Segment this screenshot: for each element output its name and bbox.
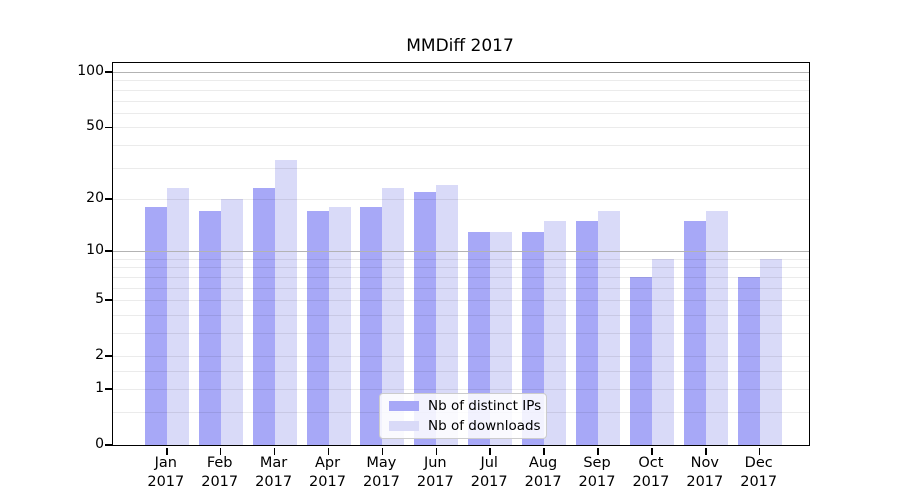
x-tick-mark-jan bbox=[166, 448, 168, 455]
bar-oct-s0 bbox=[629, 276, 652, 445]
x-tick-label-jan: Jan 2017 bbox=[147, 455, 185, 490]
bar-aug-s0 bbox=[522, 231, 545, 445]
bar-jul-s0 bbox=[468, 231, 491, 445]
gridline-30 bbox=[113, 167, 809, 169]
y-tick-mark-1 bbox=[104, 388, 112, 390]
bar-sep-s0 bbox=[576, 220, 598, 445]
gridline-60 bbox=[113, 112, 809, 114]
bar-nov-s1 bbox=[705, 211, 728, 445]
x-tick-mark-feb bbox=[219, 448, 222, 455]
gridline-10 bbox=[113, 251, 809, 253]
gridline-2 bbox=[113, 356, 809, 358]
x-tick-label-jul: Jul 2017 bbox=[470, 455, 508, 490]
x-tick-mark-dec bbox=[758, 448, 761, 455]
y-tick-label-20: 20 bbox=[86, 189, 104, 206]
bar-aug-s1 bbox=[544, 220, 567, 445]
legend-label-downloads: Nb of downloads bbox=[428, 418, 541, 434]
x-tick-mark-may bbox=[381, 448, 384, 455]
gridline-40 bbox=[113, 144, 809, 146]
gridline-8 bbox=[113, 267, 809, 269]
gridline-20 bbox=[113, 198, 809, 200]
gridline-100 bbox=[113, 72, 809, 74]
bar-feb-s1 bbox=[220, 199, 243, 445]
y-tick-mark-100 bbox=[104, 71, 112, 73]
plot-area: Nb of distinct IPs Nb of downloads bbox=[104, 62, 810, 455]
gridline-4 bbox=[113, 314, 809, 316]
bar-may-s1 bbox=[382, 188, 405, 445]
x-tick-label-aug: Aug 2017 bbox=[524, 455, 562, 490]
bar-feb-s0 bbox=[198, 211, 221, 445]
bar-apr-s0 bbox=[306, 211, 329, 445]
y-tick-label-100: 100 bbox=[77, 63, 104, 80]
x-tick-mark-jun bbox=[435, 448, 438, 455]
x-tick-label-dec: Dec 2017 bbox=[740, 455, 778, 490]
bar-mar-s0 bbox=[252, 188, 275, 445]
bar-mar-s1 bbox=[274, 160, 297, 445]
gridline-1.5 bbox=[113, 370, 809, 372]
legend-entry-distinct-ips: Nb of distinct IPs bbox=[380, 398, 546, 414]
y-tick-label-50: 50 bbox=[86, 118, 104, 135]
y-tick-mark-2 bbox=[104, 355, 112, 357]
gridline-80 bbox=[113, 89, 809, 91]
gridline-7 bbox=[113, 276, 809, 278]
legend-swatch-1 bbox=[389, 421, 419, 431]
legend-swatch-0 bbox=[389, 401, 419, 411]
y-tick-label-1: 1 bbox=[95, 379, 104, 396]
x-tick-mark-jul bbox=[489, 448, 491, 455]
y-tick-label-0: 0 bbox=[95, 436, 104, 452]
x-tick-label-oct: Oct 2017 bbox=[632, 455, 670, 490]
x-tick-label-nov: Nov 2017 bbox=[686, 455, 724, 490]
legend-label-distinct-ips: Nb of distinct IPs bbox=[428, 398, 542, 414]
y-tick-label-10: 10 bbox=[86, 242, 104, 259]
x-tick-label-sep: Sep 2017 bbox=[578, 455, 616, 490]
x-tick-label-mar: Mar 2017 bbox=[255, 455, 293, 490]
y-tick-mark-50 bbox=[104, 126, 112, 129]
bar-jun-s0 bbox=[414, 191, 437, 445]
y-tick-mark-10 bbox=[104, 250, 112, 252]
bar-dec-s1 bbox=[759, 258, 782, 445]
x-tick-mark-aug bbox=[543, 448, 545, 455]
gridline-1 bbox=[113, 388, 809, 390]
x-tick-mark-sep bbox=[597, 448, 599, 455]
bar-jun-s1 bbox=[436, 184, 459, 445]
bar-may-s0 bbox=[360, 207, 383, 445]
x-tick-label-feb: Feb 2017 bbox=[201, 455, 239, 490]
x-tick-label-may: May 2017 bbox=[362, 455, 400, 490]
bar-jul-s1 bbox=[490, 231, 513, 445]
x-tick-mark-apr bbox=[327, 448, 330, 455]
x-tick-label-apr: Apr 2017 bbox=[309, 455, 346, 490]
legend: Nb of distinct IPs Nb of downloads bbox=[379, 393, 547, 439]
y-tick-mark-0 bbox=[104, 444, 112, 446]
bar-dec-s0 bbox=[737, 276, 760, 445]
gridline-3 bbox=[113, 332, 809, 334]
bar-jan-s0 bbox=[144, 207, 167, 445]
y-tick-mark-20 bbox=[104, 198, 112, 200]
legend-entry-downloads: Nb of downloads bbox=[380, 418, 546, 434]
x-tick-mark-nov bbox=[705, 448, 707, 455]
x-tick-label-jun: Jun 2017 bbox=[416, 455, 454, 490]
x-tick-mark-mar bbox=[273, 448, 276, 455]
bar-oct-s1 bbox=[651, 258, 674, 445]
bar-sep-s1 bbox=[598, 211, 620, 445]
gridline-6 bbox=[113, 287, 809, 289]
gridline-9 bbox=[113, 258, 809, 260]
y-tick-mark-5 bbox=[104, 299, 112, 301]
gridline-90 bbox=[113, 80, 809, 82]
gridline-5 bbox=[113, 300, 809, 302]
bar-nov-s0 bbox=[683, 220, 706, 445]
y-tick-label-5: 5 bbox=[95, 291, 104, 308]
gridline-50 bbox=[113, 127, 809, 129]
x-tick-mark-oct bbox=[651, 448, 653, 455]
bar-jan-s1 bbox=[166, 188, 189, 445]
chart-title: MMDiff 2017 bbox=[406, 36, 514, 56]
bar-apr-s1 bbox=[328, 207, 351, 445]
y-tick-label-2: 2 bbox=[95, 347, 104, 364]
gridline-70 bbox=[113, 100, 809, 102]
